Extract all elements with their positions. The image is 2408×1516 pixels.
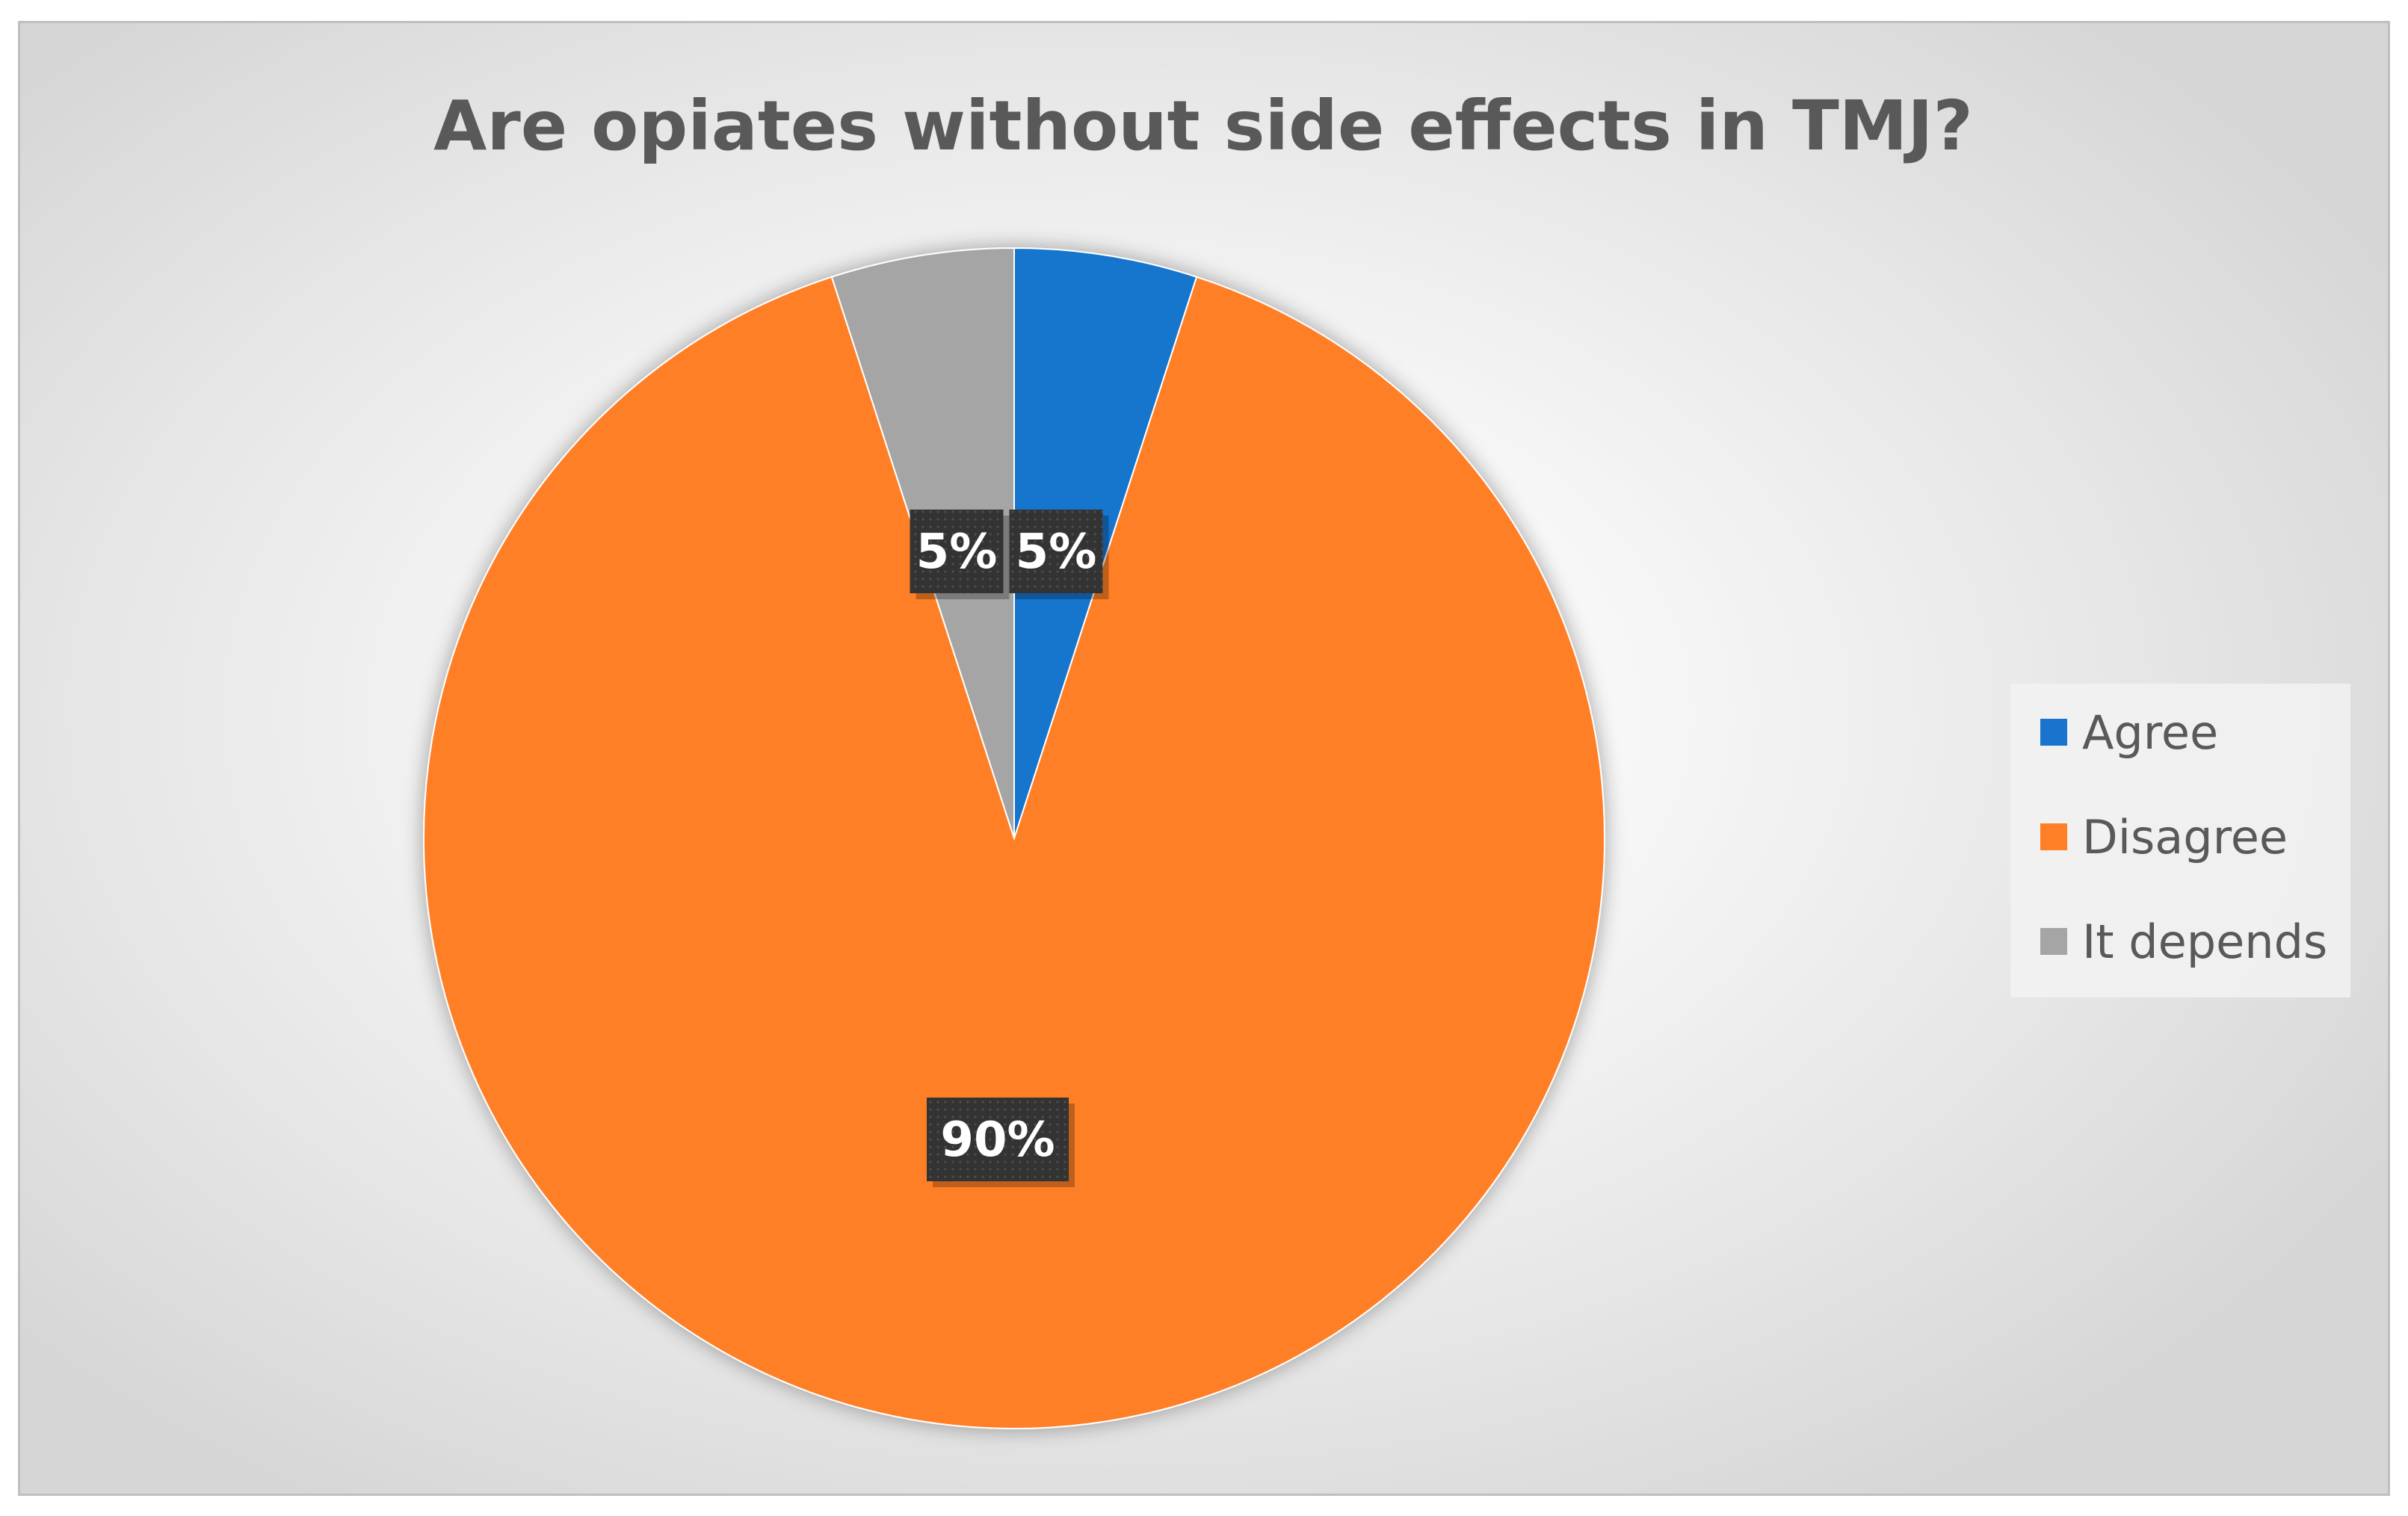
legend-swatch (2040, 928, 2067, 955)
legend-entry-it-depends: It depends (2040, 915, 2327, 969)
data-labels: 5% 90% 5% (910, 510, 1109, 1187)
pie-slice-disagree (423, 276, 1605, 1429)
pie-slices (423, 247, 1605, 1429)
chart-title: Are opiates without side effects in TMJ? (433, 86, 1973, 166)
legend-entry-agree: Agree (2040, 705, 2218, 760)
legend-swatch (2040, 823, 2067, 850)
legend-swatch (2040, 719, 2067, 746)
legend-label: Agree (2082, 705, 2218, 760)
data-label-box (1009, 510, 1103, 593)
data-label-box (927, 1098, 1069, 1181)
legend-label: Disagree (2082, 810, 2288, 864)
legend: Agree Disagree It depends (2010, 684, 2350, 997)
data-label-text: 90% (940, 1113, 1055, 1168)
data-label-text: 5% (916, 525, 998, 580)
data-label-box (910, 510, 1004, 593)
legend-entry-disagree: Disagree (2040, 810, 2288, 864)
legend-label: It depends (2082, 915, 2327, 969)
pie-slice-agree (1013, 247, 1198, 839)
data-label-disagree: 90% (927, 1098, 1075, 1187)
data-label-it-depends: 5% (910, 510, 1010, 599)
data-label-agree: 5% (1009, 510, 1109, 599)
data-label-text: 5% (1016, 525, 1097, 580)
